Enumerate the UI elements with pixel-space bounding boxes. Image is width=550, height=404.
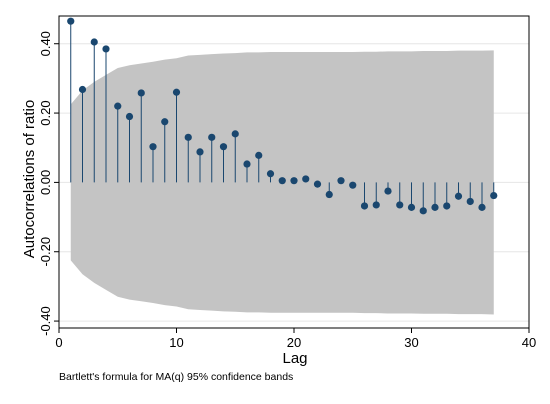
point-25 (349, 181, 357, 189)
point-1 (67, 17, 75, 25)
point-35 (466, 197, 474, 206)
point-19 (278, 177, 286, 185)
y-axis-label: Autocorrelations of ratio (21, 100, 38, 258)
point-33 (443, 202, 451, 210)
point-27 (372, 201, 380, 209)
point-24 (337, 177, 345, 185)
point-31 (419, 207, 427, 215)
point-13 (208, 133, 216, 141)
data-points (67, 17, 498, 215)
x-tick-label-30: 30 (404, 335, 418, 350)
point-17 (255, 151, 263, 159)
point-9 (161, 118, 169, 126)
y-tick-label-0: -0.40 (38, 306, 53, 336)
y-tick-label-1: -0.20 (38, 237, 53, 267)
y-axis-ticks: -0.40 -0.20 0.00 0.20 0.40 (38, 31, 59, 336)
point-4 (102, 45, 110, 53)
point-23 (325, 190, 333, 199)
point-22 (313, 180, 322, 188)
point-6 (125, 112, 134, 121)
point-36 (478, 203, 486, 211)
point-18 (266, 170, 275, 178)
point-30 (407, 203, 416, 211)
point-12 (196, 148, 204, 156)
x-tick-label-40: 40 (522, 335, 536, 350)
x-tick-label-20: 20 (287, 335, 301, 350)
point-37 (490, 191, 498, 200)
point-7 (137, 89, 145, 97)
point-15 (231, 130, 239, 138)
point-20 (290, 177, 298, 185)
point-5 (114, 102, 122, 110)
point-32 (431, 203, 439, 211)
point-21 (302, 175, 310, 183)
stems (70, 21, 495, 211)
point-16 (243, 160, 251, 168)
point-14 (219, 143, 228, 151)
y-tick-label-3: 0.20 (38, 100, 53, 125)
y-tick-label-4: 0.40 (38, 31, 53, 56)
point-34 (454, 192, 463, 200)
point-26 (360, 202, 369, 210)
x-tick-label-10: 10 (169, 335, 183, 350)
point-28 (384, 187, 392, 195)
x-axis-ticks: 0 10 20 30 40 (55, 328, 536, 350)
y-tick-label-2: 0.00 (38, 170, 53, 195)
chart-note: Bartlett's formula for MA(q) 95% confide… (59, 371, 293, 383)
point-2 (78, 85, 87, 94)
point-29 (396, 201, 404, 209)
x-tick-label-0: 0 (55, 335, 62, 350)
point-10 (172, 88, 181, 96)
point-11 (184, 133, 192, 141)
x-axis-label: Lag (282, 350, 307, 367)
point-8 (149, 143, 157, 151)
point-3 (90, 38, 98, 46)
